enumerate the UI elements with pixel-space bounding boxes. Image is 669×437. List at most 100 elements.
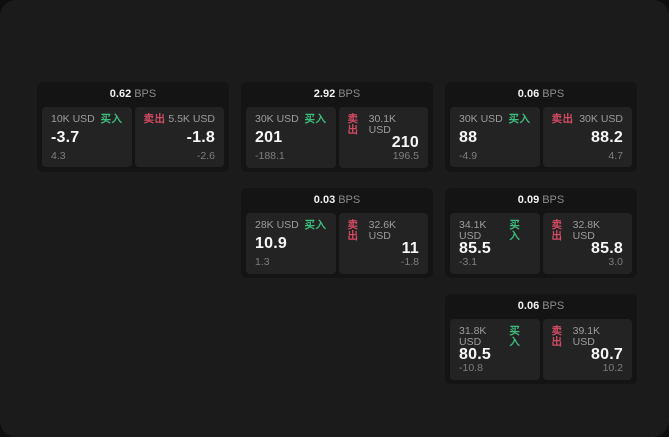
buy-side-label: 买入 xyxy=(304,219,327,231)
bps-unit-label: BPS xyxy=(542,194,565,206)
buy-panel-top-row: 28K USD 买入 xyxy=(255,220,327,231)
card-spread-header: 2.92 BPS xyxy=(241,82,433,105)
buy-price-value: 85.5 xyxy=(459,240,491,257)
card-spread-header: 0.09 BPS xyxy=(445,188,637,211)
buy-price-value: 80.5 xyxy=(459,346,491,363)
sell-delta-value: 10.2 xyxy=(602,362,623,374)
sell-size-label: 5.5K USD xyxy=(168,113,215,125)
buy-delta-value: -188.1 xyxy=(255,150,285,162)
sell-size-label: 39.1K USD xyxy=(572,325,601,348)
sell-size-label: 32.8K USD xyxy=(572,219,601,242)
buy-side-label: 买入 xyxy=(100,113,123,125)
card-body: 10K USD 买入 -3.7 4.3 卖出 5.5K USD -1.8 -2.… xyxy=(37,105,229,172)
sell-side-label: 卖出 xyxy=(347,219,359,242)
buy-panel[interactable]: 30K USD 买入 88 -4.9 xyxy=(450,107,540,167)
sell-side-label: 卖出 xyxy=(347,113,359,136)
sell-panel-top-row: 卖出 5.5K USD xyxy=(144,114,216,125)
sell-side-label: 卖出 xyxy=(551,219,563,242)
sell-panel[interactable]: 卖出 32.8K USD 85.8 3.0 xyxy=(542,213,632,274)
buy-side-label: 买入 xyxy=(509,325,521,348)
buy-panel-top-row: 30K USD 买入 xyxy=(255,114,327,125)
buy-panel-top-row: 10K USD 买入 xyxy=(51,114,123,125)
bps-unit-label: BPS xyxy=(338,88,361,100)
sell-price-value: 11 xyxy=(401,240,419,257)
buy-delta-value: -4.9 xyxy=(459,149,478,162)
buy-side-label: 买入 xyxy=(508,113,531,125)
buy-panel[interactable]: 28K USD 买入 10.9 1.3 xyxy=(246,213,336,274)
sell-side-label: 卖出 xyxy=(551,113,574,125)
spread-value: 0.06 xyxy=(517,300,540,312)
sell-panel[interactable]: 卖出 5.5K USD -1.8 -2.6 xyxy=(134,107,224,167)
quote-card: 0.09 BPS 34.1K USD 买入 85.5 -3.1 卖出 32.8K… xyxy=(445,188,637,278)
buy-price-value: 201 xyxy=(255,128,283,146)
sell-price-value: -1.8 xyxy=(186,128,215,146)
spread-value: 0.62 xyxy=(109,88,132,100)
sell-price-value: 210 xyxy=(391,134,419,151)
buy-panel[interactable]: 31.8K USD 买入 80.5 -10.8 xyxy=(450,319,540,380)
card-spread-header: 0.03 BPS xyxy=(241,188,433,211)
sell-size-label: 30K USD xyxy=(579,113,623,125)
card-body: 34.1K USD 买入 85.5 -3.1 卖出 32.8K USD 85.8… xyxy=(445,211,637,278)
buy-price-value: -3.7 xyxy=(51,128,80,146)
buy-panel-top-row: 30K USD 买入 xyxy=(459,114,531,125)
sell-panel[interactable]: 卖出 39.1K USD 80.7 10.2 xyxy=(542,319,632,380)
spread-value: 0.06 xyxy=(517,88,540,100)
card-body: 28K USD 买入 10.9 1.3 卖出 32.6K USD 11 -1.8 xyxy=(241,211,433,278)
buy-size-label: 31.8K USD xyxy=(459,325,487,348)
buy-size-label: 30K USD xyxy=(459,113,503,125)
sell-panel[interactable]: 卖出 32.6K USD 11 -1.8 xyxy=(338,213,428,274)
buy-price-value: 88 xyxy=(459,128,478,146)
sell-delta-value: -1.8 xyxy=(400,256,419,268)
spread-value: 0.03 xyxy=(313,194,336,206)
sell-delta-value: -2.6 xyxy=(196,149,215,162)
buy-size-label: 28K USD xyxy=(255,219,299,231)
card-spread-header: 0.06 BPS xyxy=(445,82,637,105)
card-spread-header: 0.62 BPS xyxy=(37,82,229,105)
buy-panel-top-row: 34.1K USD 买入 xyxy=(459,220,531,241)
buy-delta-value: 4.3 xyxy=(51,149,66,162)
quote-card: 2.92 BPS 30K USD 买入 201 -188.1 卖出 30.1K … xyxy=(241,82,433,172)
sell-price-value: 88.2 xyxy=(591,128,623,146)
card-spread-header: 0.06 BPS xyxy=(445,294,637,317)
spread-value: 0.09 xyxy=(517,194,540,206)
card-body: 30K USD 买入 88 -4.9 卖出 30K USD 88.2 4.7 xyxy=(445,105,637,172)
sell-delta-value: 3.0 xyxy=(608,256,623,268)
sell-delta-value: 196.5 xyxy=(392,150,419,162)
sell-delta-value: 4.7 xyxy=(608,149,623,162)
buy-delta-value: 1.3 xyxy=(255,256,270,268)
buy-panel[interactable]: 30K USD 买入 201 -188.1 xyxy=(246,107,336,168)
sell-price-value: 85.8 xyxy=(591,240,623,257)
buy-size-label: 10K USD xyxy=(51,113,95,125)
buy-panel-top-row: 31.8K USD 买入 xyxy=(459,326,531,347)
quotes-grid: 0.62 BPS 10K USD 买入 -3.7 4.3 卖出 5.5K USD… xyxy=(37,82,637,384)
buy-side-label: 买入 xyxy=(509,219,521,242)
quote-card: 0.62 BPS 10K USD 买入 -3.7 4.3 卖出 5.5K USD… xyxy=(37,82,229,172)
buy-panel[interactable]: 34.1K USD 买入 85.5 -3.1 xyxy=(450,213,540,274)
buy-delta-value: -10.8 xyxy=(459,362,483,374)
sell-panel[interactable]: 卖出 30K USD 88.2 4.7 xyxy=(542,107,632,167)
quote-card: 0.03 BPS 28K USD 买入 10.9 1.3 卖出 32.6K US… xyxy=(241,188,433,278)
bps-unit-label: BPS xyxy=(542,300,565,312)
bps-unit-label: BPS xyxy=(338,194,361,206)
sell-panel-top-row: 卖出 32.8K USD xyxy=(552,220,624,241)
bps-unit-label: BPS xyxy=(542,88,565,100)
buy-delta-value: -3.1 xyxy=(459,256,478,268)
sell-panel-top-row: 卖出 32.6K USD xyxy=(348,220,420,241)
buy-side-label: 买入 xyxy=(304,113,327,125)
sell-side-label: 卖出 xyxy=(143,113,166,125)
sell-panel-top-row: 卖出 30K USD xyxy=(552,114,624,125)
buy-panel[interactable]: 10K USD 买入 -3.7 4.3 xyxy=(42,107,132,167)
card-body: 30K USD 买入 201 -188.1 卖出 30.1K USD 210 1… xyxy=(241,105,433,172)
bps-unit-label: BPS xyxy=(134,88,157,100)
quote-card: 0.06 BPS 30K USD 买入 88 -4.9 卖出 30K USD 8… xyxy=(445,82,637,172)
sell-price-value: 80.7 xyxy=(591,346,623,363)
buy-size-label: 30K USD xyxy=(255,113,299,125)
quote-card: 0.06 BPS 31.8K USD 买入 80.5 -10.8 卖出 39.1… xyxy=(445,294,637,384)
sell-size-label: 30.1K USD xyxy=(368,113,397,136)
sell-panel-top-row: 卖出 39.1K USD xyxy=(552,326,624,347)
sell-side-label: 卖出 xyxy=(551,325,563,348)
buy-size-label: 34.1K USD xyxy=(459,219,487,242)
sell-panel[interactable]: 卖出 30.1K USD 210 196.5 xyxy=(338,107,428,168)
